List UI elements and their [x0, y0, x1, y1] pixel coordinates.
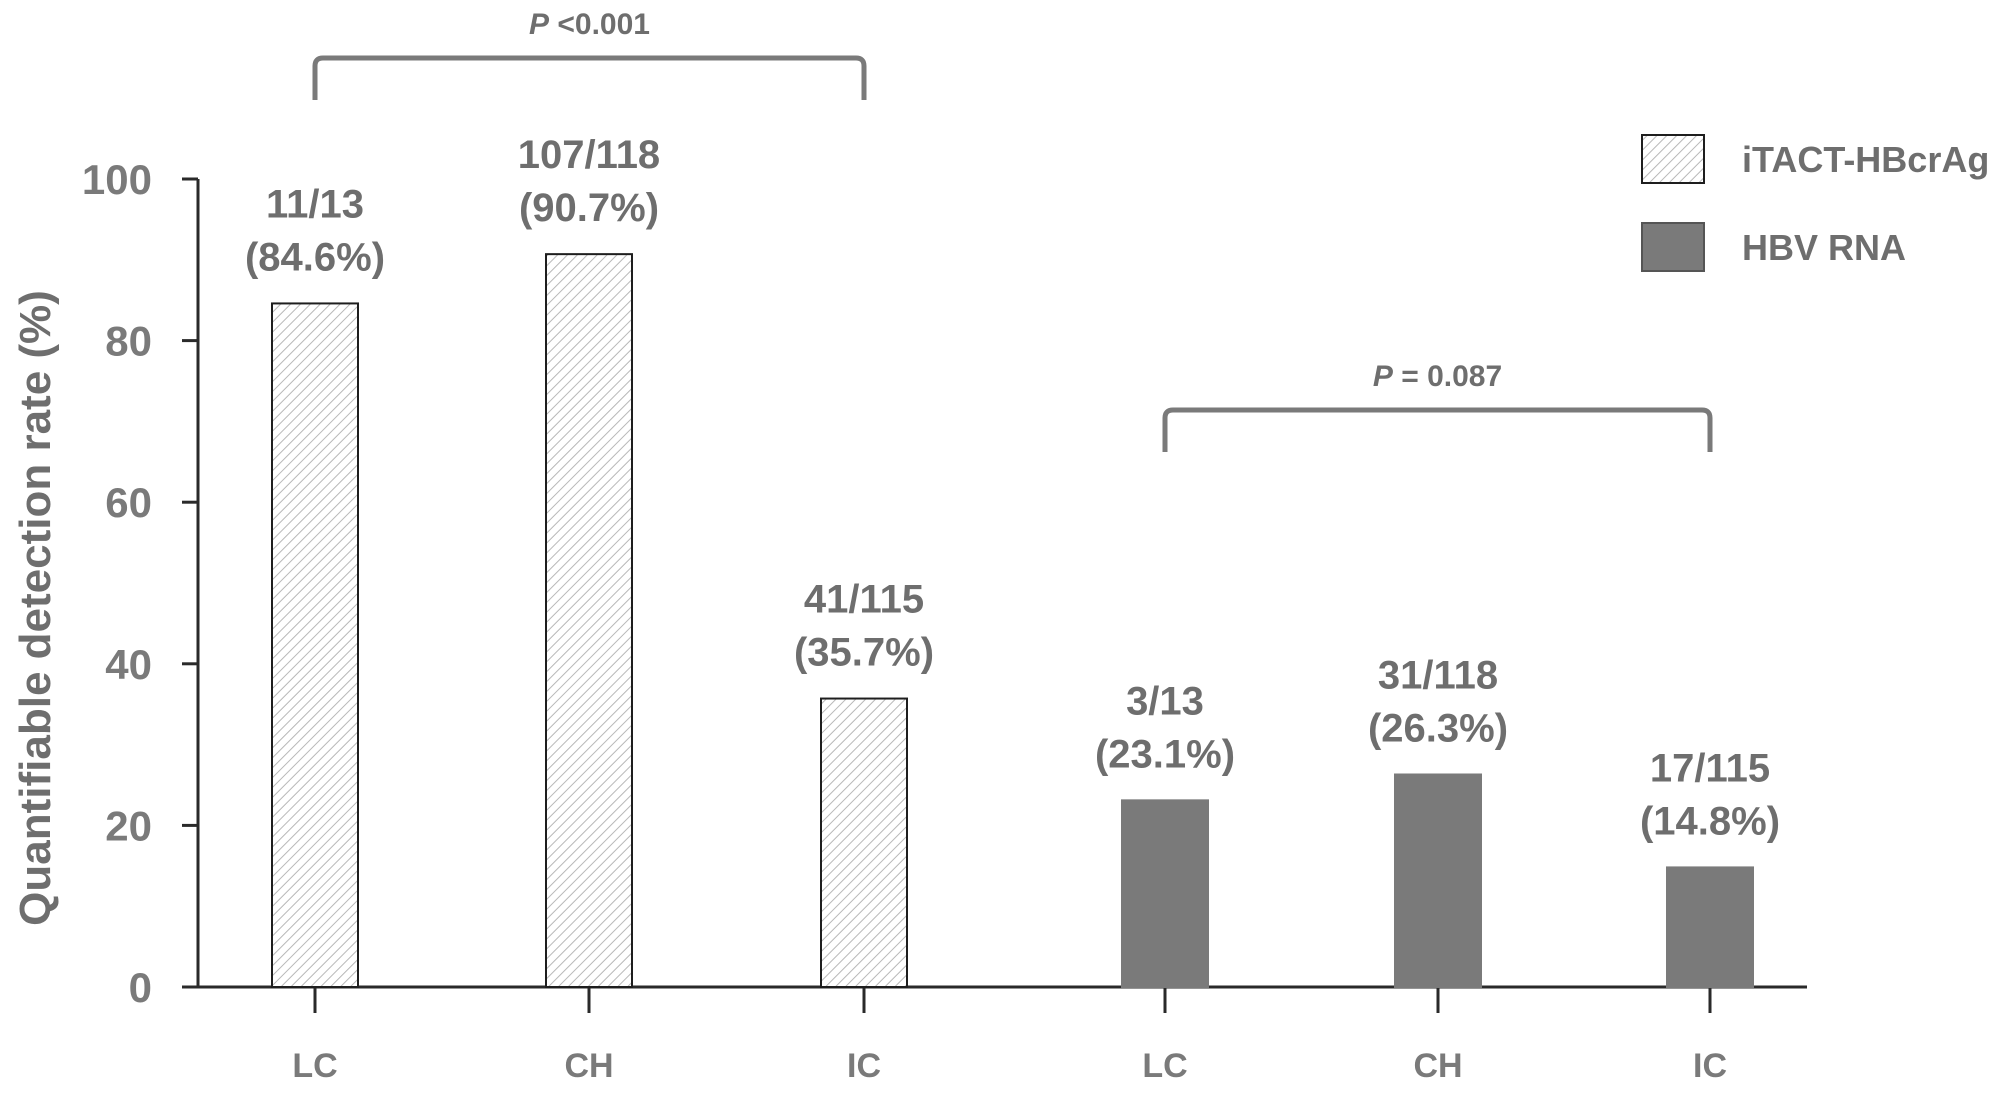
x-tick-label: IC: [847, 1047, 881, 1085]
data-labels: 11/13 (84.6%) 107/118 (90.7%) 41/115 (35.7%) 3…: [245, 133, 1780, 843]
y-tick-label: 40: [105, 641, 152, 688]
data-label-percent: (90.7%): [519, 186, 659, 230]
x-tick-label: LC: [292, 1047, 337, 1085]
bars: [271, 253, 1754, 989]
legend-label: iTACT-HBcrAg: [1742, 139, 1989, 180]
x-tick-label: CH: [564, 1047, 613, 1085]
y-tick-label: 0: [129, 964, 152, 1011]
legend: iTACT-HBcrAg HBV RNA: [1641, 134, 1989, 272]
bar: [1121, 799, 1209, 988]
data-label-percent: (26.3%): [1368, 706, 1508, 750]
bar: [820, 697, 908, 988]
bar: [1394, 773, 1482, 988]
x-tick-label: LC: [1142, 1047, 1187, 1085]
legend-label: HBV RNA: [1742, 227, 1906, 268]
bar: [271, 302, 359, 988]
legend-swatch: [1641, 222, 1705, 272]
axes: 0 20 40 60 80 100 LC CH IC LC CH IC: [82, 156, 1807, 1085]
data-label-count: 107/118: [518, 133, 660, 177]
x-tick-label: CH: [1413, 1047, 1462, 1085]
x-tick-label: IC: [1693, 1047, 1727, 1085]
y-tick-label: 60: [105, 479, 152, 526]
data-label-percent: (23.1%): [1095, 732, 1235, 776]
data-label-count: 41/115: [804, 578, 924, 622]
y-tick-label: 80: [105, 318, 152, 365]
y-tick-label: 100: [82, 156, 152, 203]
p-value: P = 0.087: [1373, 360, 1502, 393]
data-label-percent: (35.7%): [794, 631, 934, 675]
p-value: P <0.001: [529, 8, 650, 41]
legend-swatch: [1641, 134, 1705, 184]
bracket: [312, 55, 867, 100]
data-label-percent: (84.6%): [245, 235, 385, 279]
y-tick-label: 20: [105, 802, 152, 849]
y-axis-title: Quantifiable detection rate (%): [11, 290, 60, 926]
data-label-count: 17/115: [1650, 746, 1770, 790]
bracket: [1162, 407, 1713, 452]
data-label-count: 31/118: [1378, 653, 1498, 697]
bar: [545, 253, 633, 989]
data-label-percent: (14.8%): [1640, 799, 1780, 843]
data-label-count: 11/13: [266, 182, 364, 226]
significance-brackets: P <0.001 P = 0.087: [312, 8, 1713, 452]
bar: [1666, 866, 1754, 989]
data-label-count: 3/13: [1126, 679, 1204, 723]
